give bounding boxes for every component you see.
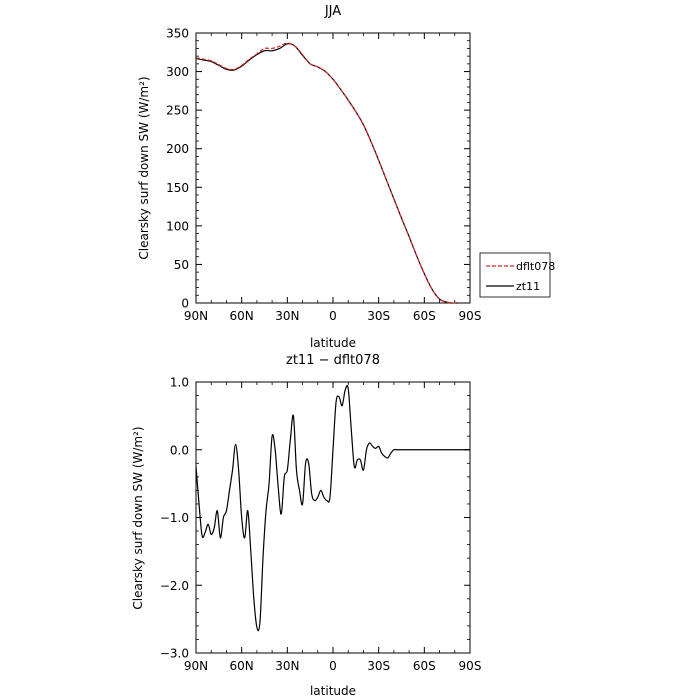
x-tick-label: 30S: [367, 659, 390, 673]
x-tick-label: 30N: [275, 309, 299, 323]
top-x-axis: 90N 60N 30N 0 30S 60S 90S: [184, 33, 482, 323]
bottom-x-axis-label: latitude: [310, 684, 356, 698]
x-tick-label: 60N: [230, 309, 254, 323]
bottom-y-axis-label: Clearsky surf down SW (W/m²): [131, 426, 145, 609]
y-tick-label: 300: [166, 65, 189, 79]
x-tick-label: 90S: [459, 659, 482, 673]
top-series-group: [195, 42, 458, 304]
series-line-dflt078: [195, 42, 458, 304]
legend-box: [479, 252, 551, 298]
top-plot-frame: [195, 32, 471, 304]
y-tick-label: 0.0: [170, 443, 189, 457]
x-tick-label: 90N: [184, 659, 208, 673]
y-tick-label: 200: [166, 142, 189, 156]
y-tick-label: 1.0: [170, 376, 189, 390]
bottom-plot-frame: [195, 381, 471, 654]
bottom-chart-title: zt11 − dflt078: [286, 353, 380, 368]
legend: dflt078 zt11: [479, 252, 555, 298]
series-line-zt11: [195, 43, 458, 304]
top-y-axis-label: Clearsky surf down SW (W/m²): [137, 76, 151, 259]
y-tick-label: 50: [174, 258, 189, 272]
x-tick-label: 30S: [367, 309, 390, 323]
y-tick-label: 0: [181, 297, 189, 311]
panel-top-jja: JJA 90N 60N 30N 0 30S 60S 90S 0 50 100 150 200 250 3…: [137, 4, 555, 350]
x-tick-label: 60S: [413, 309, 436, 323]
x-tick-label: 90S: [459, 309, 482, 323]
y-tick-label: 350: [166, 27, 189, 41]
x-tick-label: 0: [329, 659, 337, 673]
bottom-y-axis: −3.0 −2.0 −1.0 0.0 1.0: [160, 376, 470, 661]
y-tick-label: −1.0: [160, 511, 189, 525]
y-tick-label: 150: [166, 181, 189, 195]
y-tick-label: −3.0: [160, 647, 189, 661]
top-y-axis: 0 50 100 150 200 250 300 350: [166, 27, 470, 311]
bottom-x-axis: 90N 60N 30N 0 30S 60S 90S: [184, 382, 482, 673]
legend-label-dflt078: dflt078: [516, 260, 555, 273]
series-line-difference: [195, 384, 470, 632]
top-x-axis-label: latitude: [310, 336, 356, 350]
top-chart-title: JJA: [324, 4, 341, 19]
legend-label-zt11: zt11: [516, 280, 540, 293]
y-tick-label: 250: [166, 104, 189, 118]
bottom-series-group: [195, 384, 470, 632]
x-tick-label: 90N: [184, 309, 208, 323]
y-tick-label: −2.0: [160, 579, 189, 593]
y-tick-label: 100: [166, 219, 189, 233]
panel-bottom-difference: zt11 − dflt078 90N 60N 30N 0 30S 60S 90S −3.0−…: [131, 353, 481, 698]
x-tick-label: 60N: [230, 659, 254, 673]
x-tick-label: 30N: [275, 659, 299, 673]
x-tick-label: 60S: [413, 659, 436, 673]
x-tick-label: 0: [329, 309, 337, 323]
